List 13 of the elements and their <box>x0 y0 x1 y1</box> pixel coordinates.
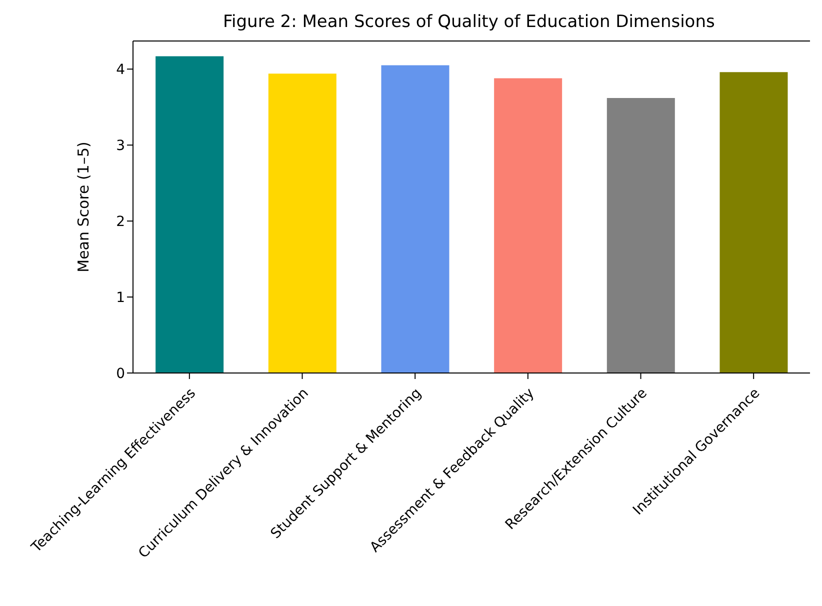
y-tick-label: 3 <box>116 138 125 154</box>
y-tick-label: 4 <box>116 62 126 78</box>
bar <box>720 72 788 373</box>
bar <box>494 78 562 373</box>
y-tick-label: 2 <box>116 214 125 230</box>
bar <box>156 56 224 373</box>
y-tick-label: 1 <box>116 290 125 306</box>
bar <box>606 98 675 373</box>
bar <box>381 65 450 373</box>
chart-title: Figure 2: Mean Scores of Quality of Education Dimensions <box>223 12 715 32</box>
y-tick-label: 0 <box>116 366 125 382</box>
bar <box>268 74 336 373</box>
y-axis-title: Mean Score (1–5) <box>74 142 92 272</box>
